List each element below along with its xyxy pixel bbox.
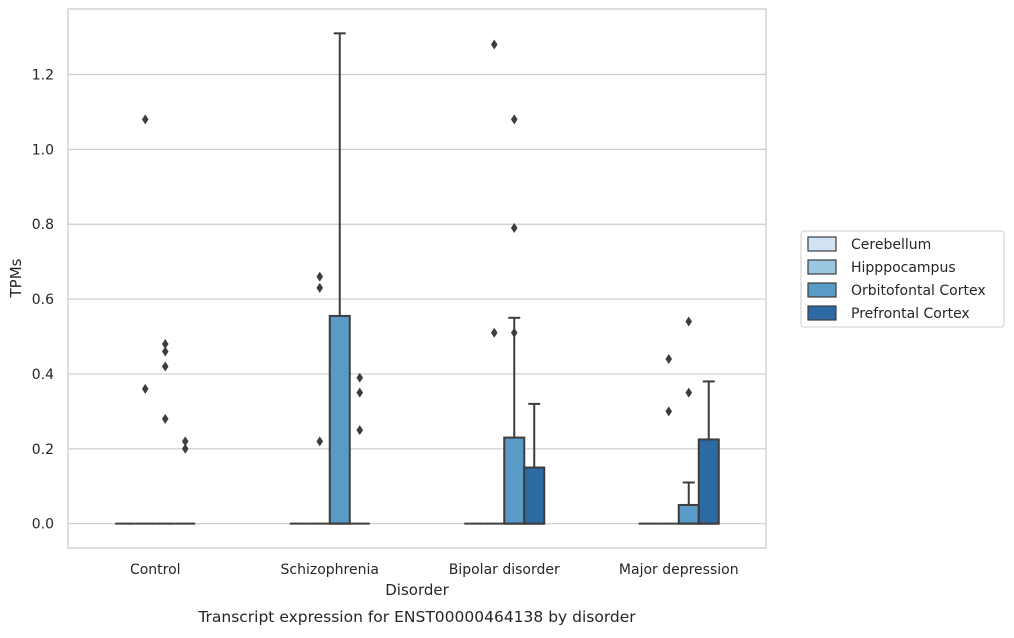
box-body [677,503,700,525]
legend-swatch [807,259,837,275]
box-body [523,466,546,525]
grid-layer [68,73,766,525]
legend-swatch [807,305,837,321]
box-2-3 [523,402,546,525]
y-tick-label: 0.8 [32,217,54,233]
box-3-2 [677,316,700,525]
outlier-point [161,346,169,357]
x-tick-label: Bipolar disorder [449,562,560,578]
x-tick-label: Major depression [619,562,739,578]
legend-item: Prefrontal Cortex [807,305,970,322]
box-3-1 [658,353,679,525]
legend-label: Prefrontal Cortex [851,306,970,322]
box-0-2 [155,339,176,525]
outlier-point [490,39,498,50]
box-body [697,438,720,525]
plot-frame [67,8,767,549]
y-tick-label: 0.4 [32,367,54,383]
outlier-point [316,271,324,282]
x-tick-label: Schizophrenia [281,562,379,578]
outlier-point [161,339,169,350]
box-1-2 [328,32,351,525]
y-axis-label: TPMs [7,258,25,298]
outlier-point [141,114,149,125]
legend-label: Hipppocampus [851,260,956,276]
outlier-point [356,372,364,383]
outlier-point [490,327,498,338]
outlier-point [665,353,673,364]
legend-item: Hipppocampus [807,259,956,276]
x-axis-label: Disorder [385,581,449,599]
legend-frame [800,230,1005,328]
outlier-point [510,222,518,233]
legend-label: Orbitofontal Cortex [851,283,986,299]
legend-item: Cerebellum [807,236,931,253]
x-ticks: Control Schizophrenia Bipolar disorder Majo… [130,562,739,578]
outlier-point [685,316,693,327]
box-2-1 [484,39,505,525]
y-tick-label: 1.2 [32,68,54,84]
outlier-point [316,282,324,293]
y-tick-label: 1.0 [32,142,54,158]
box-0-1 [135,114,156,525]
chart-caption: Transcript expression for ENST0000046413… [197,608,636,626]
box-2-2 [503,114,526,525]
outlier-point [685,387,693,398]
legend-items: Cerebellum Hipppocampus Orbitofontal Corte… [807,236,986,322]
outlier-point [316,436,324,447]
box-body [328,314,351,525]
y-ticks: 0.0 0.2 0.4 0.6 0.8 1.0 1.2 [32,68,54,533]
outlier-point [141,383,149,394]
outlier-point [161,413,169,424]
y-tick-label: 0.6 [32,292,54,308]
legend-swatch [807,236,837,252]
outlier-point [161,361,169,372]
y-tick-label: 0.2 [32,442,54,458]
outlier-point [181,436,189,447]
box-body [503,436,526,525]
box-3-3 [697,380,720,525]
box-layer [115,32,720,525]
outlier-point [510,114,518,125]
legend-item: Orbitofontal Cortex [807,282,986,299]
outlier-point [510,327,518,338]
outlier-point [665,406,673,417]
x-tick-label: Control [130,562,181,578]
outlier-point [181,443,189,454]
legend: Cerebellum Hipppocampus Orbitofontal Corte… [800,230,1005,328]
box-1-1 [309,271,330,525]
outlier-point [356,425,364,436]
legend-label: Cerebellum [851,237,931,253]
box-0-3 [175,436,196,525]
outlier-point [356,387,364,398]
legend-swatch [807,282,837,298]
y-tick-label: 0.0 [32,517,54,533]
box-1-3 [349,372,370,525]
